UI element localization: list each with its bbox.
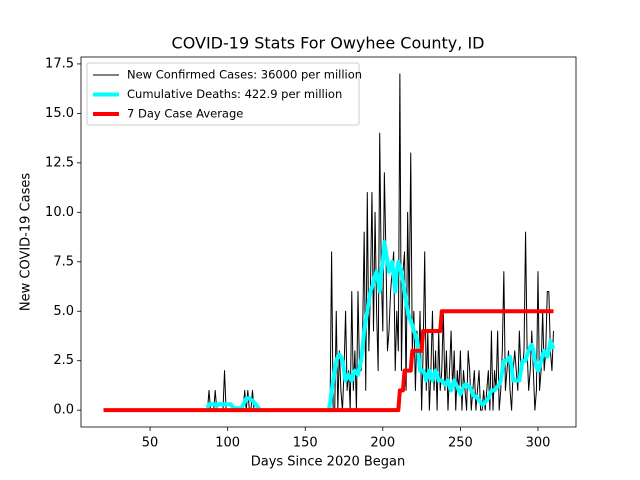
y-axis-label: New COVID-19 Cases — [19, 173, 34, 311]
y-tick-label: 7.5 — [53, 254, 74, 269]
x-tick-label: 150 — [293, 436, 318, 451]
legend-label: New Confirmed Cases: 36000 per million — [127, 68, 362, 82]
x-tick-label: 200 — [370, 436, 395, 451]
legend-box — [86, 62, 360, 126]
plot-frame — [80, 56, 577, 428]
y-tick-label: 5.0 — [53, 304, 74, 319]
y-tick-label: 12.5 — [45, 155, 74, 170]
y-tick-label: 15.0 — [45, 106, 74, 121]
chart-title: COVID-19 Stats For Owyhee County, ID — [172, 34, 485, 53]
y-tick-label: 10.0 — [45, 205, 74, 220]
x-axis-label: Days Since 2020 Began — [251, 455, 406, 470]
y-tick-label: 17.5 — [45, 56, 74, 71]
legend-label: Cumulative Deaths: 422.9 per million — [127, 87, 342, 101]
y-tick-label: 0.0 — [53, 403, 74, 418]
legend: New Confirmed Cases: 36000 per million Cu… — [86, 62, 362, 126]
x-tick-label: 50 — [142, 436, 159, 451]
series-line — [103, 309, 554, 413]
legend-label: 7 Day Case Average — [127, 107, 243, 121]
x-tick-label: 300 — [526, 436, 551, 451]
x-tick-label: 250 — [448, 436, 473, 451]
y-tick-label: 2.5 — [53, 353, 74, 368]
x-tick-label: 100 — [215, 436, 240, 451]
